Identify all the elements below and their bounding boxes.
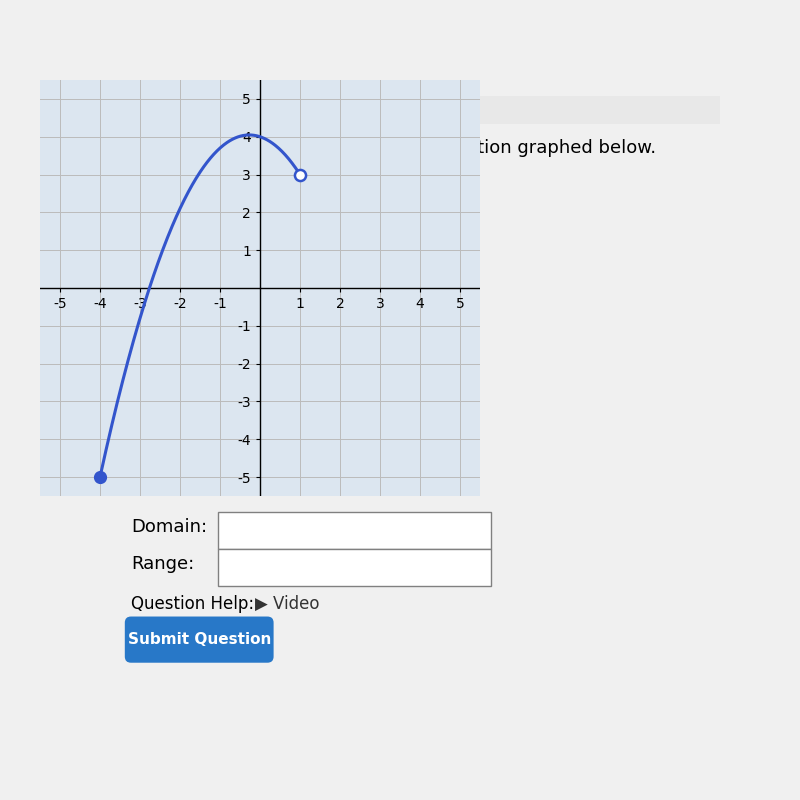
- Text: Question Help:: Question Help:: [131, 595, 254, 613]
- FancyBboxPatch shape: [100, 96, 720, 124]
- FancyBboxPatch shape: [125, 617, 274, 662]
- FancyBboxPatch shape: [218, 549, 490, 586]
- Text: Range:: Range:: [131, 555, 194, 573]
- Text: Find the domain and range of the function graphed below.: Find the domain and range of the functio…: [131, 139, 656, 157]
- Text: ▼: ▼: [298, 102, 309, 117]
- FancyBboxPatch shape: [218, 512, 490, 549]
- Text: <: <: [360, 102, 373, 117]
- Text: Submit Question: Submit Question: [127, 632, 271, 647]
- Text: >: >: [398, 102, 410, 117]
- Text: Domain:: Domain:: [131, 518, 207, 536]
- Text: ▶ Video: ▶ Video: [255, 595, 319, 613]
- Text: Question 10: Question 10: [143, 102, 236, 117]
